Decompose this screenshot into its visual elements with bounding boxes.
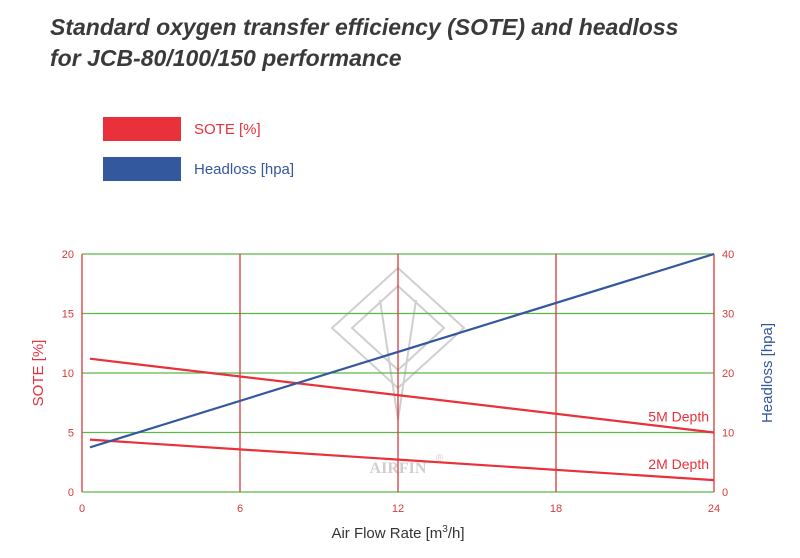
x-tick-label: 6 (237, 503, 243, 515)
tick-labels: 0 5 10 15 20 0 10 20 30 40 0 6 12 18 24 (62, 249, 735, 515)
y2-axis-title: Headloss [hpa] (759, 323, 776, 423)
x-tick-label: 24 (708, 503, 720, 515)
y-tick-label: 0 (68, 487, 74, 499)
chart-title: Standard oxygen transfer efficiency (SOT… (50, 12, 678, 74)
grid (81, 253, 715, 493)
chart-title-line-2: for JCB-80/100/150 performance (50, 45, 402, 71)
legend-label-2: Headloss [hpa] (194, 161, 294, 178)
legend-label-1: SOTE [%] (194, 121, 261, 138)
axis-titles: Air Flow Rate [m3/h] SOTE [%] Headloss [hp… (30, 323, 776, 542)
series-annotations: 5M Depth 2M Depth (648, 409, 709, 473)
series-line-2m-depth (89, 438, 715, 482)
annotation-2m-depth: 2M Depth (648, 456, 709, 472)
annotation-5m-depth: 5M Depth (648, 409, 709, 425)
y2-tick-label: 30 (722, 309, 734, 321)
y2-tick-label: 0 (722, 487, 728, 499)
series-line-5m-depth (89, 357, 715, 434)
y2-tick-label: 20 (722, 368, 734, 380)
y-tick-label: 15 (62, 309, 74, 321)
y-tick-label: 20 (62, 249, 74, 261)
series-lines (89, 252, 715, 482)
series-line-headloss (89, 252, 715, 449)
y-axis-title: SOTE [%] (30, 340, 47, 407)
y-tick-label: 10 (62, 368, 74, 380)
watermark-registered-mark: ® (436, 453, 444, 464)
y2-tick-label: 40 (722, 249, 734, 261)
chart-title-line-1: Standard oxygen transfer efficiency (SOT… (50, 14, 679, 40)
x-axis-title: Air Flow Rate [m3/h] (331, 524, 464, 542)
legend: SOTE [%] Headloss [hpa] (103, 117, 294, 181)
legend-swatch-1 (103, 117, 181, 141)
y2-tick-label: 10 (722, 428, 734, 440)
y-tick-label: 5 (68, 428, 74, 440)
x-tick-label: 0 (79, 503, 85, 515)
x-tick-label: 12 (392, 503, 404, 515)
x-tick-label: 18 (550, 503, 562, 515)
legend-swatch-2 (103, 157, 181, 181)
